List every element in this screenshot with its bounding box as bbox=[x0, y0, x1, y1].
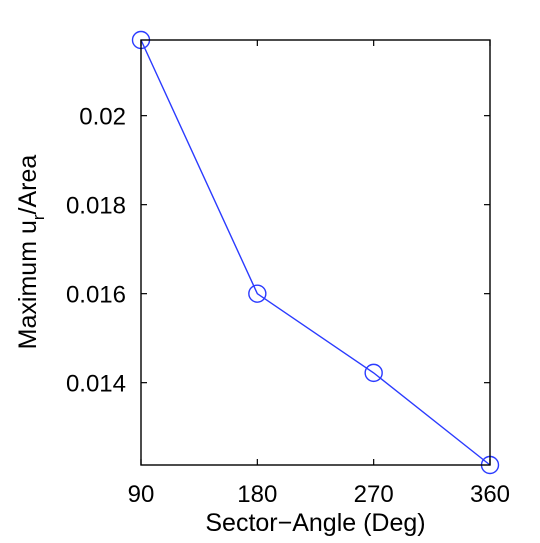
y-axis-label: Maximum ur/Area bbox=[14, 155, 48, 350]
x-tick-label: 90 bbox=[128, 481, 155, 508]
y-axis-label-main: Maximum u bbox=[14, 220, 42, 349]
x-axis-label: Sector−Angle (Deg) bbox=[205, 509, 425, 537]
data-point-marker bbox=[364, 363, 383, 383]
axis-ticks bbox=[140, 40, 491, 465]
y-tick-label: 0.018 bbox=[66, 193, 126, 220]
x-tick-label: 180 bbox=[237, 481, 277, 508]
plot-area bbox=[141, 40, 490, 465]
series-line bbox=[140, 39, 491, 466]
x-tick-labels: 90 180 270 360 bbox=[128, 481, 510, 508]
y-tick-label: 0.02 bbox=[79, 104, 126, 131]
plot-frame bbox=[140, 39, 491, 466]
y-tick-labels: 0.014 0.016 0.018 0.02 bbox=[66, 104, 126, 398]
y-tick-label: 0.014 bbox=[66, 371, 126, 398]
y-tick-label: 0.016 bbox=[66, 282, 126, 309]
y-axis-label-suffix: /Area bbox=[14, 155, 42, 215]
data-point-marker bbox=[248, 284, 267, 303]
y-axis-label-subscript: r bbox=[29, 214, 48, 220]
x-tick-label: 270 bbox=[354, 481, 394, 508]
x-tick-label: 360 bbox=[470, 481, 510, 508]
